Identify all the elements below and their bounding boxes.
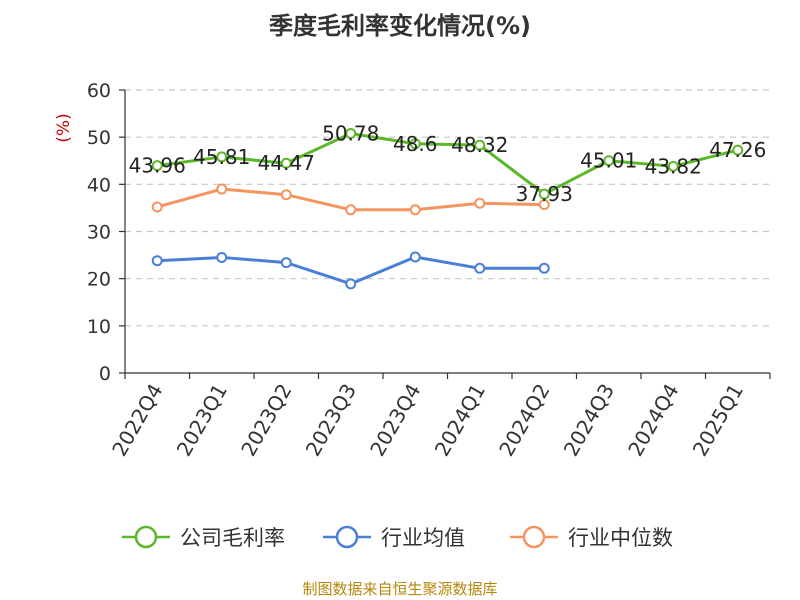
legend-item: 行业均值 [323, 525, 465, 550]
x-tick-label: 2023Q1 [172, 380, 232, 461]
series-line [157, 131, 739, 196]
chart-title: 季度毛利率变化情况(%) [269, 12, 531, 40]
data-point [409, 204, 421, 216]
data-label: 45.81 [193, 145, 250, 169]
legend-item: 行业中位数 [510, 525, 673, 550]
x-tick-label: 2022Q4 [107, 380, 167, 461]
data-label: 43.96 [129, 154, 186, 178]
series-2 [151, 183, 550, 216]
data-point [667, 160, 679, 172]
y-tick-label: 10 [87, 316, 111, 338]
x-tick-label: 2023Q2 [236, 380, 296, 461]
legend-marker-icon [335, 525, 359, 549]
legend-marker-icon [134, 525, 158, 549]
data-point [409, 251, 421, 263]
y-tick-label: 0 [99, 363, 111, 385]
data-point [538, 199, 550, 211]
series-1 [151, 251, 550, 290]
data-point [280, 189, 292, 201]
data-label: 45.01 [580, 149, 637, 173]
x-tick-label: 2024Q2 [494, 380, 554, 461]
legend-label: 行业中位数 [568, 526, 673, 550]
data-label: 50.78 [322, 121, 379, 145]
data-point [538, 188, 550, 200]
data-label: 47.26 [709, 138, 766, 162]
data-point [345, 204, 357, 216]
data-label: 48.6 [393, 132, 438, 156]
y-unit-label: (%) [54, 113, 74, 142]
data-point [345, 127, 357, 139]
legend-marker-icon [522, 525, 546, 549]
data-point [216, 151, 228, 163]
data-point [151, 255, 163, 267]
data-point [280, 257, 292, 269]
data-point [280, 157, 292, 169]
x-tick-label: 2024Q1 [430, 380, 490, 461]
data-label: 43.82 [645, 154, 702, 178]
legend-label: 行业均值 [381, 526, 465, 550]
data-point [216, 251, 228, 263]
data-point [216, 183, 228, 195]
y-tick-label: 20 [87, 269, 111, 291]
data-point [345, 278, 357, 290]
data-point [538, 262, 550, 274]
legend-item: 公司毛利率 [122, 525, 285, 550]
source-note: 制图数据来自恒生聚源数据库 [302, 580, 498, 598]
data-point [151, 201, 163, 213]
x-tick-label: 2023Q4 [365, 380, 425, 461]
data-point [151, 160, 163, 172]
data-point [474, 197, 486, 209]
series-0 [151, 127, 744, 200]
data-point [732, 144, 744, 156]
y-tick-label: 50 [87, 127, 111, 149]
data-point [474, 139, 486, 151]
y-tick-label: 40 [87, 174, 111, 196]
data-point [474, 262, 486, 274]
data-point [603, 155, 615, 167]
legend-label: 公司毛利率 [180, 526, 285, 550]
data-label: 48.32 [451, 133, 508, 157]
data-point [409, 138, 421, 150]
y-tick-label: 60 [87, 80, 111, 102]
x-tick-label: 2024Q4 [623, 380, 683, 461]
x-tick-label: 2025Q1 [688, 380, 748, 461]
data-label: 44.47 [258, 151, 315, 175]
y-tick-label: 30 [87, 222, 111, 244]
data-label: 37.93 [516, 182, 573, 206]
x-tick-label: 2024Q3 [559, 380, 619, 461]
x-tick-label: 2023Q3 [301, 380, 361, 461]
